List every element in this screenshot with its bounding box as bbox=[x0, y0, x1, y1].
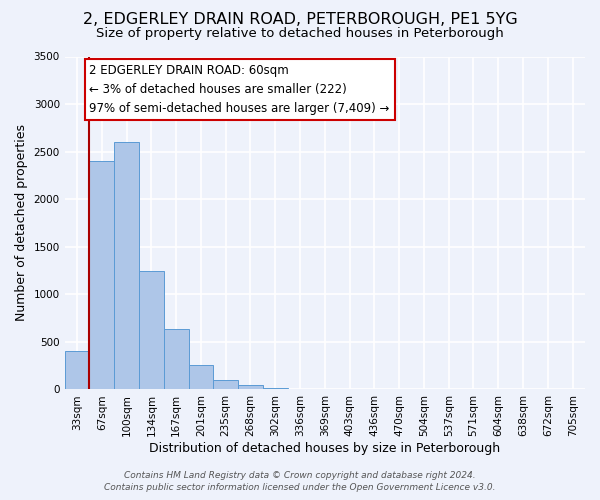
Bar bbox=[214, 380, 238, 390]
Text: 2 EDGERLEY DRAIN ROAD: 60sqm
← 3% of detached houses are smaller (222)
97% of se: 2 EDGERLEY DRAIN ROAD: 60sqm ← 3% of det… bbox=[89, 64, 390, 115]
Bar bbox=[89, 161, 114, 390]
Text: Size of property relative to detached houses in Peterborough: Size of property relative to detached ho… bbox=[96, 28, 504, 40]
Bar bbox=[238, 384, 263, 390]
Text: Contains HM Land Registry data © Crown copyright and database right 2024.
Contai: Contains HM Land Registry data © Crown c… bbox=[104, 471, 496, 492]
Bar bbox=[188, 364, 214, 390]
Bar bbox=[65, 352, 89, 390]
Bar bbox=[164, 328, 188, 390]
Y-axis label: Number of detached properties: Number of detached properties bbox=[15, 124, 28, 322]
Bar bbox=[139, 270, 164, 390]
Text: 2, EDGERLEY DRAIN ROAD, PETERBOROUGH, PE1 5YG: 2, EDGERLEY DRAIN ROAD, PETERBOROUGH, PE… bbox=[83, 12, 517, 28]
X-axis label: Distribution of detached houses by size in Peterborough: Distribution of detached houses by size … bbox=[149, 442, 500, 455]
Bar bbox=[263, 388, 287, 390]
Bar bbox=[114, 142, 139, 390]
